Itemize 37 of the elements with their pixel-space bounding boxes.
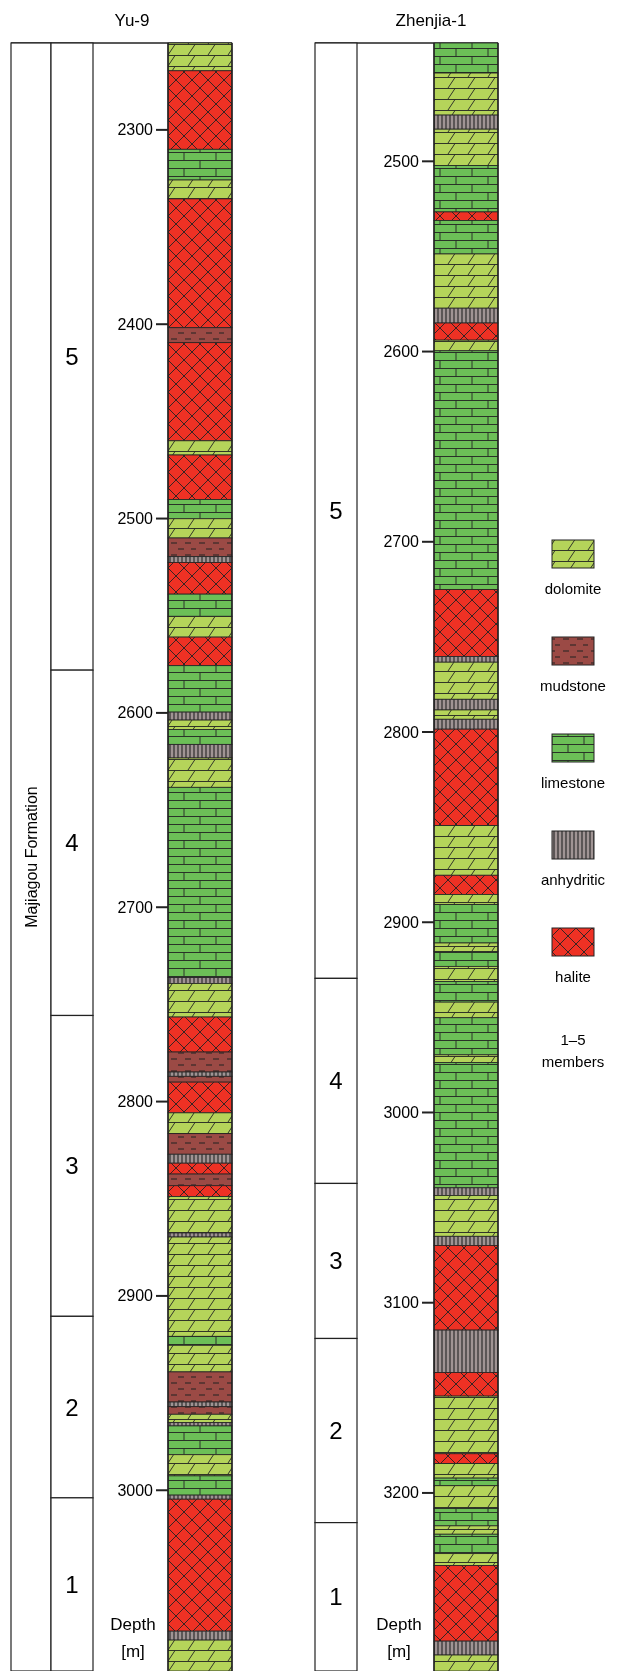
legend-label: mudstone: [540, 677, 606, 694]
y-tick-label: 2500: [383, 152, 420, 170]
band-label: 2: [329, 1417, 343, 1445]
y-axis-title: Depth [m]: [110, 1615, 156, 1661]
y-axis-title: Depth [m]: [376, 1615, 422, 1661]
band-label: 4: [329, 1067, 343, 1095]
y-tick-label: 2400: [117, 315, 154, 333]
band-label: 5: [329, 497, 343, 525]
band-label: 1: [329, 1583, 343, 1611]
legend-label: limestone: [540, 774, 606, 791]
y-tick-label: 3100: [383, 1294, 420, 1312]
chart-title: Zhenjia-1: [395, 11, 467, 30]
band-label: Majiagou Formation: [22, 786, 40, 928]
y-tick-label: 2700: [383, 533, 420, 551]
band-label: 5: [65, 343, 79, 371]
band-label: 4: [65, 829, 79, 857]
y-tick-label: 3000: [117, 1481, 154, 1499]
band-label: 3: [329, 1247, 343, 1275]
y-tick-label: 2700: [117, 898, 154, 916]
y-tick-label: 2500: [117, 510, 154, 528]
band-label: 3: [65, 1152, 79, 1180]
text: 1–5 members: [541, 1031, 605, 1070]
legend-label: anhydritic: [540, 871, 606, 888]
y-tick-label: 2600: [117, 704, 154, 722]
y-tick-label: 2900: [117, 1287, 154, 1305]
y-tick-label: 2800: [383, 723, 420, 741]
y-tick-label: 3000: [383, 1103, 420, 1121]
y-tick-label: 2900: [383, 913, 420, 931]
y-tick-label: 3200: [383, 1484, 420, 1502]
chart-title: Yu-9: [114, 11, 150, 30]
band-label: 1: [65, 1570, 79, 1598]
legend-label: dolomite: [544, 580, 602, 597]
y-tick-label: 2800: [117, 1093, 154, 1111]
legend-label: halite: [555, 968, 591, 985]
y-tick-label: 2300: [117, 121, 154, 139]
band-label: 2: [65, 1393, 79, 1421]
y-tick-label: 2600: [383, 343, 420, 361]
